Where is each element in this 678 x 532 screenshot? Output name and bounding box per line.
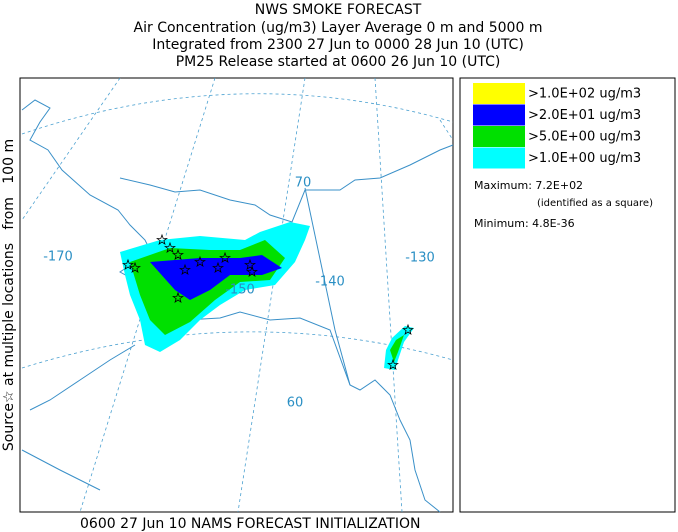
legend-label: >1.0E+00 ug/m3 <box>528 151 641 166</box>
legend-swatch <box>473 104 525 126</box>
legend-swatch <box>473 126 525 147</box>
source-marker <box>164 241 176 253</box>
subtitle: PM25 Release started at 0600 26 Jun 10 (… <box>176 54 501 70</box>
longitude-line <box>21 77 121 221</box>
subtitle: Integrated from 2300 27 Jun to 0000 28 J… <box>152 37 524 53</box>
source-marker <box>194 255 206 267</box>
coastline <box>119 144 454 223</box>
source-marker <box>122 258 134 270</box>
longitude-line <box>439 119 454 141</box>
coastline <box>29 344 136 411</box>
source-marker <box>156 233 168 245</box>
maximum: Maximum: 7.2E+02 <box>474 179 583 192</box>
source-marker <box>212 261 224 273</box>
source-marker <box>246 265 258 277</box>
source-marker <box>129 261 141 273</box>
source-marker <box>219 251 231 263</box>
longitude-label: -130 <box>405 251 435 266</box>
longitude-line <box>237 77 306 513</box>
legend-swatch <box>473 83 525 104</box>
longitude-line <box>79 77 216 513</box>
subtitle: Air Concentration (ug/m3) Layer Average … <box>134 20 543 36</box>
latitude-line <box>21 93 454 135</box>
legend-swatch <box>473 147 525 169</box>
coastline <box>21 449 101 491</box>
source-label: Source☆ at multiple locations from 100 m <box>1 139 17 451</box>
border <box>304 187 351 386</box>
source-marker <box>244 258 256 270</box>
longitude-label: -150 <box>225 283 255 298</box>
latitude-label: 70 <box>295 176 312 191</box>
map: -170 -150 -140 -130 70 60 <box>19 77 454 513</box>
smoke-contour <box>150 255 282 300</box>
smoke-contour <box>390 335 404 362</box>
legend-label: >2.0E+01 ug/m3 <box>528 108 641 123</box>
maximum-note: (identified as a square) <box>537 198 653 209</box>
latitude-label: 60 <box>287 396 304 411</box>
source-marker <box>402 323 414 335</box>
source-marker <box>172 291 184 303</box>
title: NWS SMOKE FORECAST <box>255 2 422 18</box>
longitude-label: -170 <box>43 250 73 265</box>
source-marker <box>387 358 399 370</box>
legend: Maximum: 7.2E+02 (identified as a square… <box>459 77 676 513</box>
legend-label: >1.0E+02 ug/m3 <box>528 87 641 102</box>
longitude-label: -140 <box>315 275 345 290</box>
minimum: Minimum: 4.8E-36 <box>474 217 575 230</box>
source-marker <box>179 263 191 275</box>
footer: 0600 27 Jun 10 NAMS FORECAST INITIALIZAT… <box>80 516 420 532</box>
longitude-line <box>374 77 403 513</box>
source-marker <box>172 248 184 260</box>
legend-label: >5.0E+00 ug/m3 <box>528 130 641 145</box>
latitude-line <box>21 331 454 369</box>
